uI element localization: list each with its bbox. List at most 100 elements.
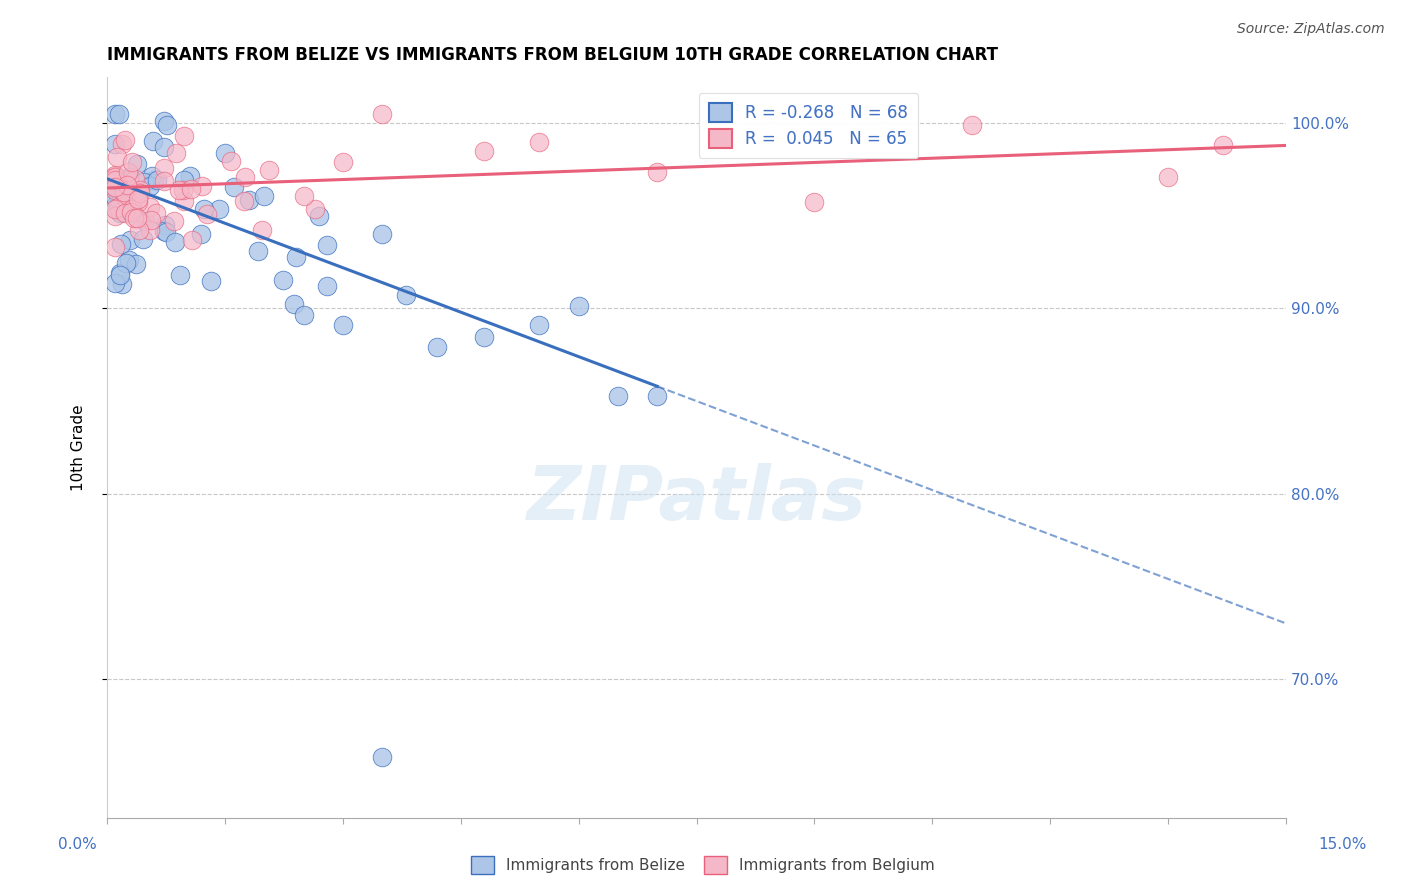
Point bbox=[118, 172, 141, 186]
Point bbox=[108, 107, 131, 121]
Point bbox=[173, 173, 195, 187]
Point bbox=[167, 183, 190, 197]
Point bbox=[117, 178, 139, 193]
Text: ZIPatlas: ZIPatlas bbox=[526, 463, 866, 536]
Point bbox=[316, 279, 339, 293]
Point bbox=[107, 188, 129, 202]
Point bbox=[200, 274, 222, 288]
Point bbox=[645, 389, 668, 403]
Point bbox=[139, 223, 162, 237]
Point bbox=[104, 169, 127, 184]
Legend: Immigrants from Belize, Immigrants from Belgium: Immigrants from Belize, Immigrants from … bbox=[465, 850, 941, 880]
Point bbox=[191, 178, 214, 193]
Point bbox=[179, 169, 201, 184]
Point bbox=[1212, 137, 1234, 152]
Point bbox=[283, 297, 305, 311]
Point bbox=[104, 202, 127, 217]
Point bbox=[238, 194, 260, 208]
Point bbox=[285, 250, 308, 264]
Point bbox=[104, 240, 127, 254]
Point bbox=[107, 188, 129, 202]
Y-axis label: 10th Grade: 10th Grade bbox=[72, 404, 86, 491]
Point bbox=[134, 214, 156, 228]
Text: Source: ZipAtlas.com: Source: ZipAtlas.com bbox=[1237, 22, 1385, 37]
Point bbox=[193, 202, 215, 217]
Point bbox=[181, 233, 204, 247]
Point bbox=[114, 133, 136, 147]
Point bbox=[332, 155, 354, 169]
Point bbox=[107, 200, 129, 214]
Point bbox=[108, 268, 131, 282]
Point bbox=[110, 236, 132, 251]
Point bbox=[141, 169, 163, 184]
Point bbox=[146, 172, 169, 186]
Point bbox=[235, 169, 257, 184]
Point bbox=[153, 173, 176, 187]
Point bbox=[169, 268, 191, 282]
Point bbox=[257, 163, 280, 178]
Point bbox=[142, 134, 165, 148]
Point bbox=[115, 191, 138, 205]
Point bbox=[105, 172, 128, 186]
Point bbox=[108, 206, 131, 220]
Point bbox=[142, 173, 165, 187]
Text: 0.0%: 0.0% bbox=[58, 838, 97, 852]
Point bbox=[111, 277, 134, 291]
Point bbox=[122, 211, 145, 225]
Point bbox=[108, 266, 131, 280]
Point bbox=[222, 179, 245, 194]
Point bbox=[250, 223, 273, 237]
Point bbox=[128, 223, 150, 237]
Point bbox=[219, 153, 242, 168]
Point bbox=[153, 218, 176, 232]
Point bbox=[155, 225, 177, 239]
Point bbox=[273, 273, 295, 287]
Point bbox=[127, 211, 149, 225]
Point bbox=[173, 129, 195, 144]
Point bbox=[145, 206, 167, 220]
Point bbox=[118, 253, 141, 268]
Point bbox=[208, 202, 231, 216]
Point bbox=[104, 180, 127, 194]
Point bbox=[118, 233, 141, 247]
Point bbox=[214, 145, 236, 160]
Point bbox=[104, 107, 127, 121]
Point bbox=[960, 118, 983, 132]
Point bbox=[115, 198, 138, 212]
Point bbox=[104, 277, 127, 291]
Point bbox=[645, 165, 668, 179]
Point bbox=[104, 173, 127, 187]
Point bbox=[153, 140, 176, 154]
Point bbox=[120, 204, 142, 219]
Point bbox=[292, 189, 315, 203]
Point bbox=[112, 185, 135, 199]
Point bbox=[132, 175, 155, 189]
Point bbox=[152, 161, 174, 175]
Point bbox=[104, 190, 127, 204]
Point bbox=[803, 194, 825, 209]
Point bbox=[371, 749, 394, 764]
Point bbox=[127, 185, 149, 199]
Point bbox=[165, 235, 187, 249]
Point bbox=[127, 192, 149, 206]
Text: 15.0%: 15.0% bbox=[1319, 838, 1367, 852]
Point bbox=[111, 136, 134, 151]
Point bbox=[153, 114, 176, 128]
Point bbox=[104, 199, 127, 213]
Point bbox=[117, 165, 139, 179]
Point bbox=[104, 180, 127, 194]
Point bbox=[315, 237, 337, 252]
Point bbox=[173, 194, 195, 209]
Point bbox=[121, 155, 143, 169]
Point bbox=[426, 340, 449, 354]
Point bbox=[114, 206, 136, 220]
Point bbox=[104, 183, 127, 197]
Point bbox=[529, 318, 551, 332]
Point bbox=[120, 204, 142, 219]
Point bbox=[118, 169, 141, 184]
Text: IMMIGRANTS FROM BELIZE VS IMMIGRANTS FROM BELGIUM 10TH GRADE CORRELATION CHART: IMMIGRANTS FROM BELIZE VS IMMIGRANTS FRO… bbox=[107, 46, 998, 64]
Point bbox=[332, 318, 354, 332]
Point bbox=[292, 308, 315, 322]
Point bbox=[131, 232, 153, 246]
Point bbox=[129, 183, 152, 197]
